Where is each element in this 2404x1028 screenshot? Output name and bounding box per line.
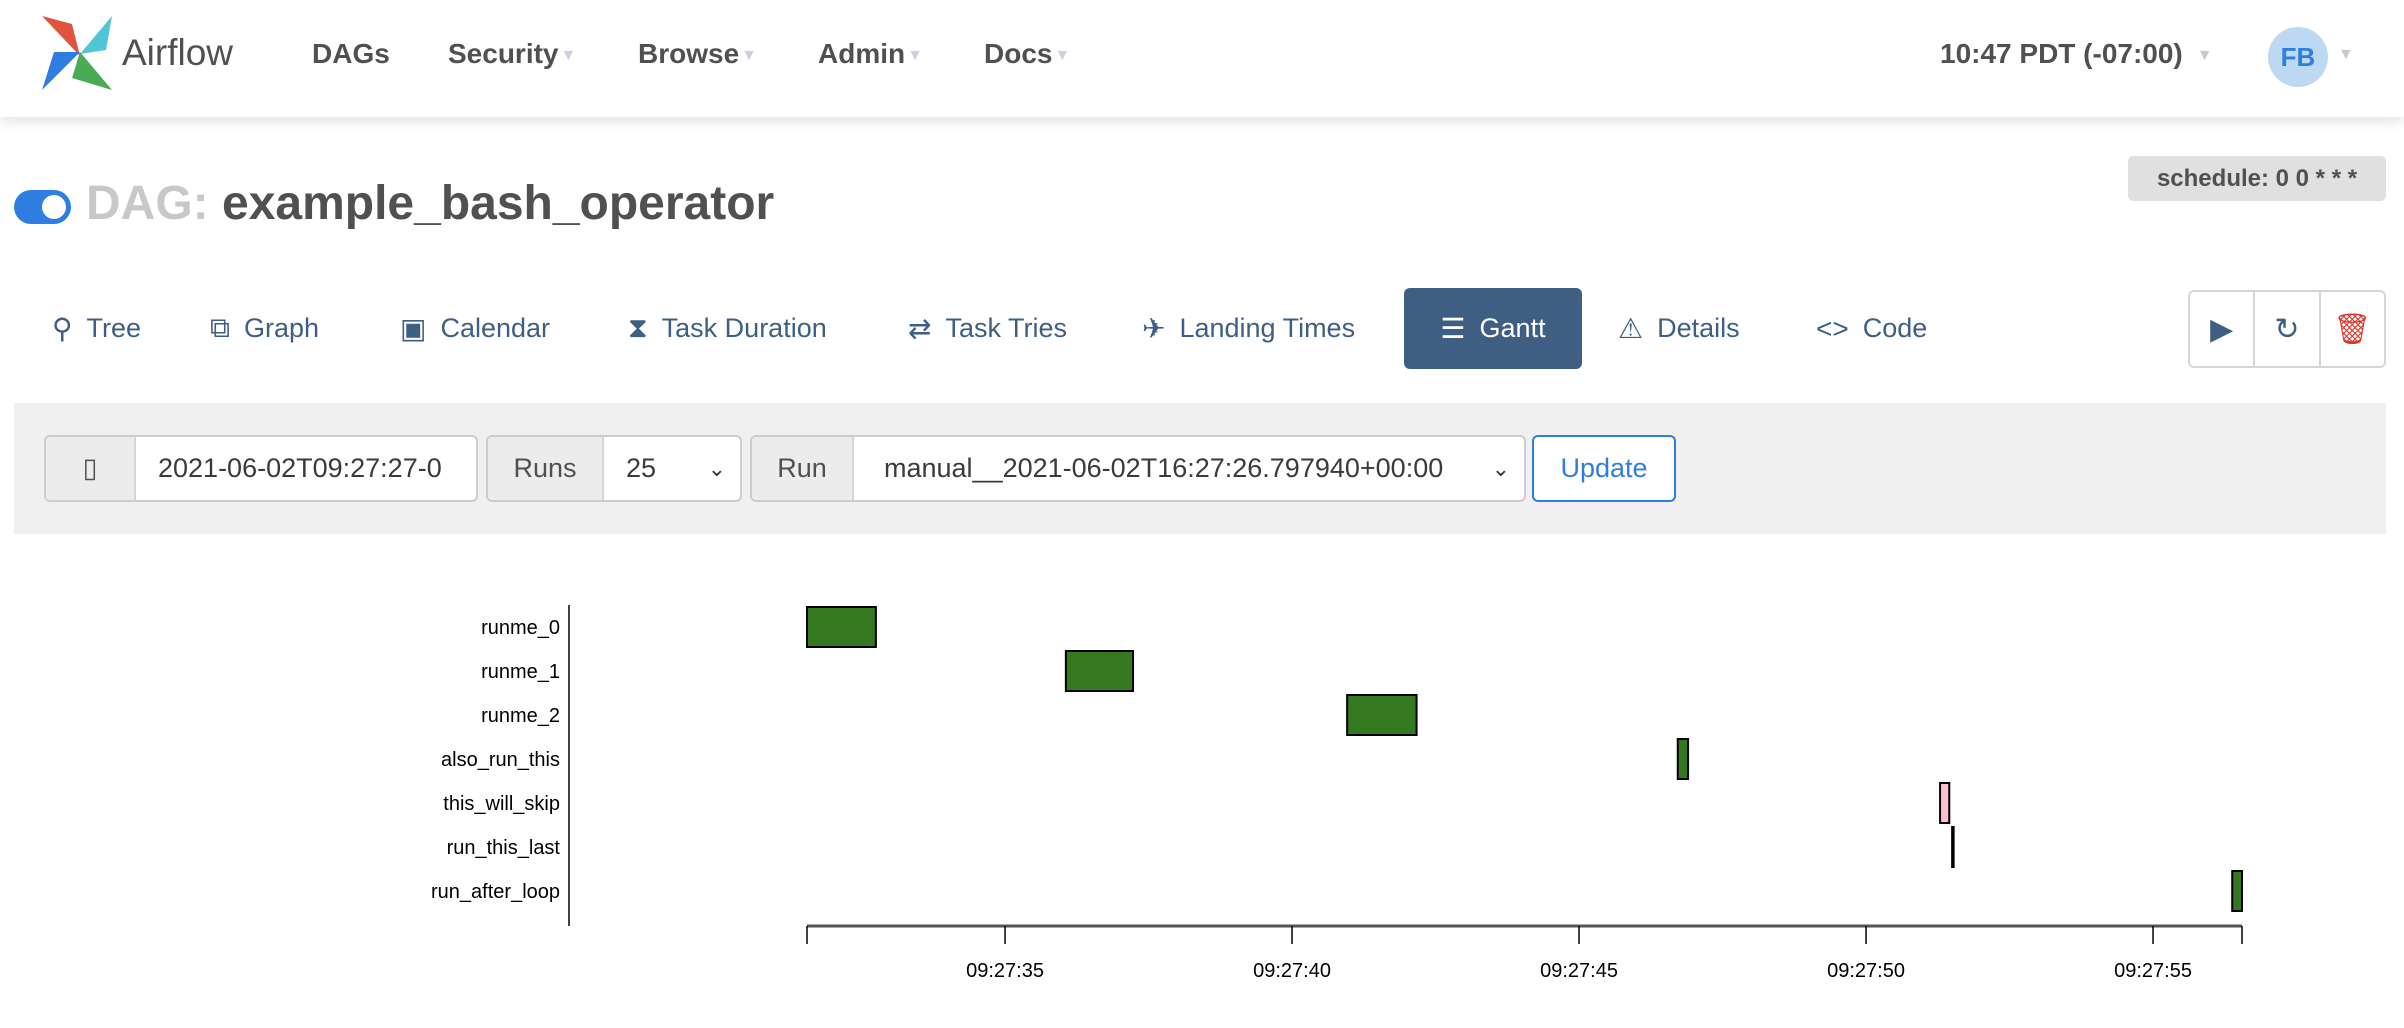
dag-actions: ▶ ↻ 🗑 xyxy=(2188,290,2386,368)
tab-details[interactable]: ⚠ Details xyxy=(1618,313,1740,344)
nav-docs[interactable]: Docs ▼ xyxy=(984,38,1071,69)
timezone-dropdown[interactable]: 10:47 PDT (-07:00) ▼ xyxy=(1940,38,2213,69)
tab-graph[interactable]: ⧉ Graph xyxy=(210,312,320,343)
caret-down-icon: ▼ xyxy=(741,46,757,64)
task-bar-also_run_this[interactable] xyxy=(1676,738,1690,780)
airflow-logo[interactable] xyxy=(42,16,120,90)
task-label: runme_1 xyxy=(481,661,560,683)
tab-task-tries[interactable]: ⇄ Task Tries xyxy=(908,313,1067,344)
gantt-icon: ☰ xyxy=(1440,313,1466,344)
caret-down-icon[interactable]: ▼ xyxy=(2338,46,2354,63)
refresh-icon: ↻ xyxy=(2274,312,2300,346)
task-label: run_this_last xyxy=(447,837,561,859)
tab-tree[interactable]: ⚲ Tree xyxy=(52,313,142,344)
delete-dag-button[interactable]: 🗑 xyxy=(2321,292,2384,366)
refresh-button[interactable]: ↻ xyxy=(2255,292,2321,366)
trash-icon: 🗑 xyxy=(2333,312,2372,346)
task-label: this_will_skip xyxy=(443,793,560,815)
update-button[interactable]: Update xyxy=(1532,435,1676,502)
task-bar-this_will_skip[interactable] xyxy=(1939,782,1951,824)
run-group: Run manual__2021-06-02T16:27:26.797940+0… xyxy=(750,435,1526,502)
task-bar-run_after_loop[interactable] xyxy=(2231,870,2243,912)
task-label: run_after_loop xyxy=(431,881,560,903)
x-tick-label: 09:27:35 xyxy=(966,960,1044,982)
nav-security[interactable]: Security ▼ xyxy=(448,38,577,69)
task-label: also_run_this xyxy=(441,749,560,771)
schedule-badge: schedule: 0 0 * * * xyxy=(2128,156,2386,201)
warning-triangle-icon: ⚠ xyxy=(1618,313,1644,344)
base-date-input[interactable]: 2021-06-02T09:27:27-0 xyxy=(158,453,442,483)
chevron-down-icon: ⌄ xyxy=(707,455,726,481)
nav-admin[interactable]: Admin ▼ xyxy=(818,38,923,69)
task-bar-runme_2[interactable] xyxy=(1346,694,1418,736)
plane-landing-icon: ✈ xyxy=(1142,313,1166,344)
runs-select[interactable]: 25 ⌄ xyxy=(604,437,740,500)
runs-group: Runs 25 ⌄ xyxy=(486,435,742,502)
chevron-down-icon: ⌄ xyxy=(1491,455,1510,481)
gantt-chart: runme_0 runme_1 runme_2 also_run_this this_w… xyxy=(431,605,2243,982)
graph-icon: ⧉ xyxy=(210,312,230,343)
nav-dags[interactable]: DAGs xyxy=(312,38,390,69)
x-tick-label: 09:27:45 xyxy=(1540,960,1618,982)
calendar-icon: ▣ xyxy=(400,313,427,344)
hourglass-icon: ⧗ xyxy=(628,312,648,343)
run-select[interactable]: manual__2021-06-02T16:27:26.797940+00:00… xyxy=(854,437,1524,500)
caret-down-icon: ▼ xyxy=(2196,46,2213,64)
calendar-icon[interactable]: ▯ xyxy=(46,437,136,500)
task-bar-run_this_last[interactable] xyxy=(1951,826,1955,868)
caret-down-icon: ▼ xyxy=(907,46,923,64)
tab-calendar[interactable]: ▣ Calendar xyxy=(400,313,551,344)
avatar[interactable]: FB xyxy=(2268,27,2328,87)
page-title: DAG: example_bash_operator xyxy=(86,177,775,230)
dag-pause-toggle[interactable] xyxy=(14,190,71,224)
task-label: runme_0 xyxy=(481,617,560,639)
tab-task-duration[interactable]: ⧗ Task Duration xyxy=(628,312,827,343)
play-icon: ▶ xyxy=(2210,312,2234,346)
x-tick-label: 09:27:50 xyxy=(1827,960,1905,982)
x-tick-label: 09:27:55 xyxy=(2114,960,2192,982)
task-bar-runme_0[interactable] xyxy=(806,606,877,648)
brand-name[interactable]: Airflow xyxy=(122,32,234,73)
run-label: Run xyxy=(752,437,854,500)
tree-icon: ⚲ xyxy=(52,313,73,344)
trigger-dag-button[interactable]: ▶ xyxy=(2190,292,2256,366)
x-tick-label: 09:27:40 xyxy=(1253,960,1331,982)
navbar: Airflow DAGs Security ▼ Browse ▼ Admin ▼ Do… xyxy=(0,0,2404,117)
filter-panel: ▯ 2021-06-02T09:27:27-0 Runs 25 ⌄ Run man… xyxy=(14,403,2386,534)
repeat-icon: ⇄ xyxy=(908,313,932,344)
caret-down-icon: ▼ xyxy=(560,46,577,64)
tab-code[interactable]: <> Code xyxy=(1816,312,1928,344)
task-bar-runme_1[interactable] xyxy=(1064,650,1135,692)
tab-gantt[interactable]: ☰ Gantt xyxy=(1404,288,1582,369)
code-icon: <> xyxy=(1816,312,1849,344)
nav-browse[interactable]: Browse ▼ xyxy=(638,38,757,69)
tab-landing-times[interactable]: ✈ Landing Times xyxy=(1142,313,1356,344)
caret-down-icon: ▼ xyxy=(1054,46,1071,64)
runs-label: Runs xyxy=(488,437,604,500)
task-label: runme_2 xyxy=(481,705,560,727)
base-date-group: ▯ 2021-06-02T09:27:27-0 xyxy=(44,435,478,502)
